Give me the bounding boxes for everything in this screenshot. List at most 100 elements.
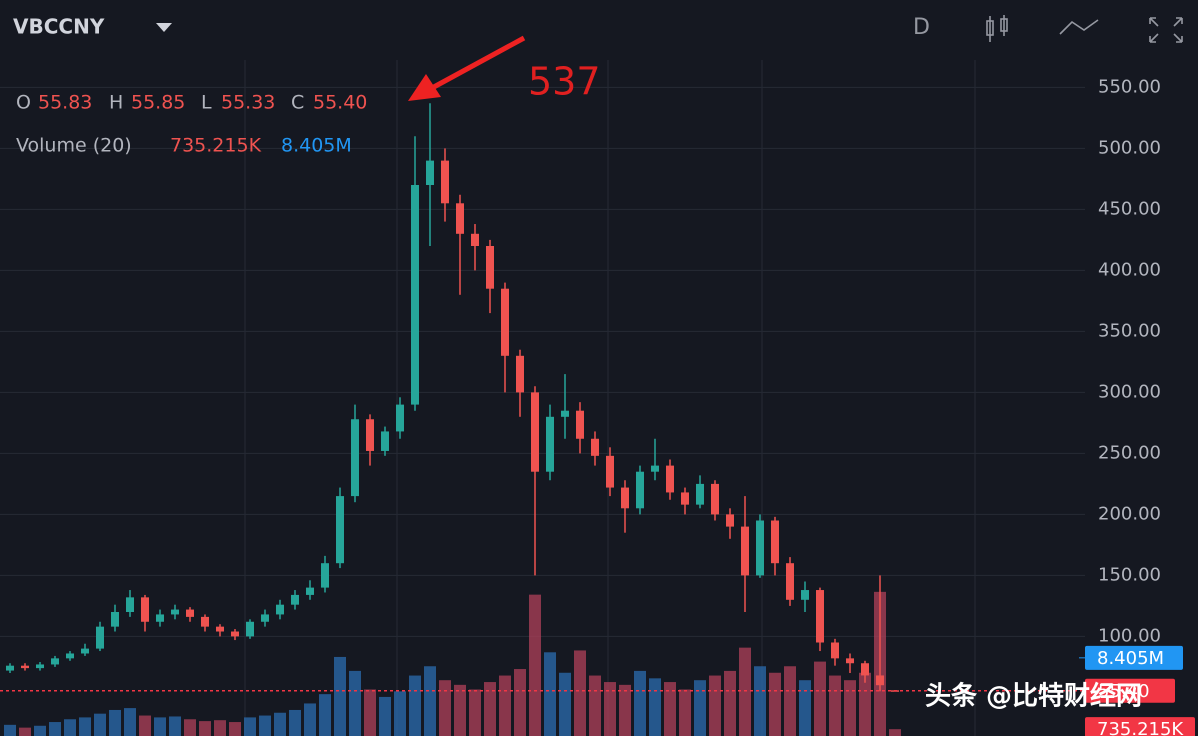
volume-bar: [514, 669, 526, 736]
ohlc-value: 55.85: [131, 92, 185, 114]
candle-body: [336, 496, 344, 564]
volume-bar: [889, 729, 901, 736]
candle-body: [621, 487, 629, 509]
candle-body: [456, 203, 464, 234]
candle-body: [6, 665, 14, 671]
volume-bar: [499, 675, 511, 736]
candle-body: [741, 526, 749, 576]
volume-bar: [94, 713, 106, 736]
candle-body: [291, 594, 299, 605]
candle-body: [351, 419, 359, 497]
y-tick-label: 350.00: [1098, 320, 1161, 341]
candle-body: [846, 658, 854, 664]
candle-body: [561, 410, 569, 417]
volume-bar: [289, 709, 301, 736]
candle-body: [126, 597, 134, 612]
dropdown-icon[interactable]: [156, 23, 172, 32]
candle-body: [21, 665, 29, 669]
candle-body: [591, 438, 599, 456]
volume-bar: [694, 680, 706, 736]
annotation: 537: [528, 60, 601, 104]
candle-body: [306, 587, 314, 595]
volume-pane: [4, 591, 901, 736]
volume-bar: [244, 717, 256, 736]
volume-bar: [799, 680, 811, 736]
ohlc-letter: L: [201, 92, 212, 114]
symbol: VBCCNY: [13, 15, 105, 39]
candle-body: [771, 520, 779, 564]
candle-body: [381, 431, 389, 451]
grid: [0, 60, 1085, 736]
ohlc-legend: O 55.83 H 55.85 L 55.33 C 55.40 Volume (…: [16, 92, 367, 157]
y-tick-label: 300.00: [1098, 381, 1161, 402]
volume-bar: [124, 708, 136, 736]
y-tick-label: 100.00: [1098, 625, 1161, 646]
candle-body: [471, 233, 479, 246]
candle-body: [831, 642, 839, 659]
volume-bar: [394, 691, 406, 736]
volume-bar: [829, 675, 841, 736]
volume-bar: [259, 715, 271, 736]
volume-bar: [649, 678, 661, 736]
candle-body: [321, 563, 329, 588]
candle-body: [216, 626, 224, 632]
volume-bar: [619, 684, 631, 736]
volume-ma-tag: [1085, 645, 1183, 670]
candle-body: [261, 614, 269, 622]
volume-bar: [469, 689, 481, 736]
candle-body: [246, 621, 254, 637]
candle-body: [516, 355, 524, 393]
volume-bar: [544, 652, 556, 736]
volume-bar: [454, 684, 466, 736]
volume-ma-tag-label: 8.405M: [1097, 648, 1164, 669]
volume-bar: [409, 675, 421, 736]
volume-bar: [589, 675, 601, 736]
candle-body: [801, 590, 809, 600]
volume-bar: [379, 696, 391, 736]
candle-body: [276, 604, 284, 615]
volume-bar: [64, 719, 76, 736]
candle-body: [606, 455, 614, 488]
price-tag-label: 55.40: [1098, 681, 1150, 702]
candle-body: [636, 471, 644, 509]
ohlc-letter: O: [16, 92, 31, 114]
toolbar-icons[interactable]: [986, 15, 1183, 43]
volume-bar: [334, 656, 346, 736]
volume-tag-label: 735.215K: [1097, 719, 1184, 736]
volume-bar: [424, 666, 436, 736]
y-tick-label: 500.00: [1098, 137, 1161, 158]
volume-bar: [574, 650, 586, 736]
volume-bar: [364, 689, 376, 736]
candle-body: [501, 288, 509, 356]
volume-bar: [109, 709, 121, 736]
volume-bar: [349, 670, 361, 736]
candle-body: [171, 609, 179, 615]
candle-body: [111, 612, 119, 627]
y-axis: 100.00 150.00 200.00 250.00 300.00 350.00 400.…: [0, 76, 1195, 736]
ohlc-letter: H: [109, 92, 123, 114]
volume-bar: [679, 689, 691, 736]
volume-bar: [709, 675, 721, 736]
candle-body: [681, 492, 689, 505]
volume-bar: [319, 694, 331, 736]
candle-body: [486, 246, 494, 289]
candle-body: [66, 653, 74, 659]
volume-bar: [634, 670, 646, 736]
y-tick-label: 550.00: [1098, 76, 1161, 97]
candle-body: [156, 614, 164, 622]
volume-bar: [739, 647, 751, 736]
candle-body: [861, 663, 869, 676]
interval-button[interactable]: D: [913, 15, 930, 40]
candle-body: [726, 514, 734, 527]
volume-bar: [859, 672, 871, 736]
volume-legend: Volume (20): [16, 135, 132, 157]
volume-bar: [229, 722, 241, 736]
volume-bar: [79, 717, 91, 736]
candle-body: [96, 626, 104, 649]
volume-bar: [559, 672, 571, 736]
candle-body: [666, 465, 674, 493]
volume-value: 735.215K: [170, 135, 262, 157]
volume-bar: [604, 682, 616, 736]
volume-bar: [784, 666, 796, 736]
